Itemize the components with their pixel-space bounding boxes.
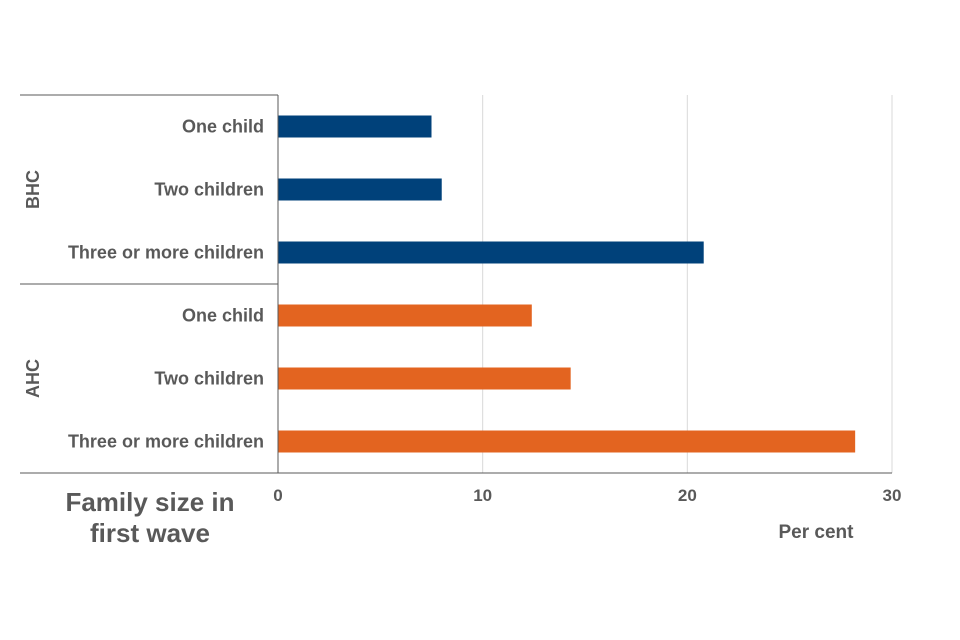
gridlines [482,95,893,473]
category-label: One child [182,117,264,137]
axes [20,94,892,474]
bars [278,115,856,453]
category-axis-title: Family size in first wave [65,487,234,548]
category-label: Three or more children [68,432,264,452]
x-tick-label: 10 [473,486,492,505]
x-axis-title: Per cent [779,522,855,543]
group-label: BHC [23,170,43,209]
bar [278,115,432,138]
bar [278,241,704,264]
bar [278,430,856,453]
bar [278,304,532,327]
x-tick-label: 20 [678,486,697,505]
category-label: Two children [154,180,264,200]
category-label: Three or more children [68,243,264,263]
labels: 0 10 20 30 One child Two children Three or mor… [23,117,901,506]
x-tick-label: 0 [273,486,282,505]
category-label: Two children [154,369,264,389]
bar [278,178,442,201]
x-tick-label: 30 [883,486,902,505]
bar [278,367,571,390]
category-label: One child [182,306,264,326]
group-label: AHC [23,359,43,398]
